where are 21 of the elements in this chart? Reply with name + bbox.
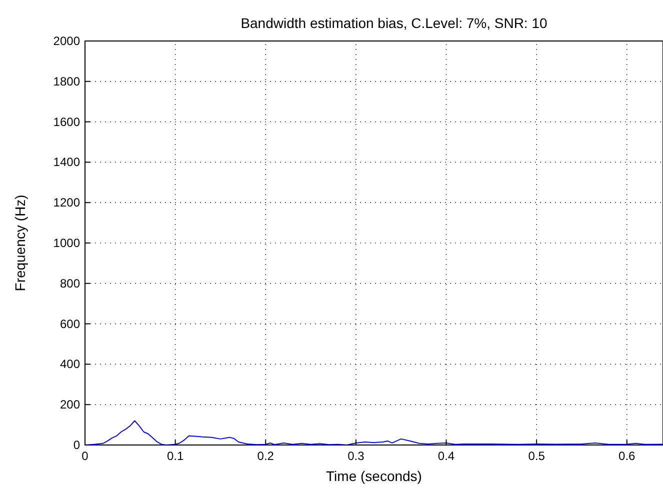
y-tick-label: 200 — [60, 398, 80, 412]
y-axis-title: Frequency (Hz) — [12, 194, 28, 292]
y-tick-label: 1400 — [53, 155, 80, 170]
x-tick-label: 0.3 — [348, 449, 365, 463]
chart-title: Bandwidth estimation bias, C.Level: 7%, SNR: 10 — [240, 15, 548, 31]
y-tick-label: 1000 — [53, 236, 80, 250]
x-tick-label: 0.1 — [166, 449, 184, 463]
y-tick-label: 1800 — [53, 74, 80, 88]
x-tick-label: 0 — [82, 449, 89, 463]
y-tick-label: 400 — [60, 357, 80, 372]
x-tick-label: 0.4 — [438, 449, 455, 463]
y-tick-label: 600 — [60, 316, 80, 331]
y-tick-label: 0 — [73, 438, 80, 452]
y-tick-label: 800 — [60, 276, 80, 290]
x-tick-label: 0.2 — [257, 449, 274, 463]
y-tick-label: 2000 — [53, 34, 80, 48]
x-axis-title: Time (seconds) — [326, 468, 422, 484]
x-tick-label: 0.6 — [618, 449, 636, 463]
y-tick-label: 1200 — [53, 196, 80, 210]
x-tick-label: 0.5 — [528, 449, 546, 463]
y-tick-label: 1600 — [53, 114, 80, 129]
